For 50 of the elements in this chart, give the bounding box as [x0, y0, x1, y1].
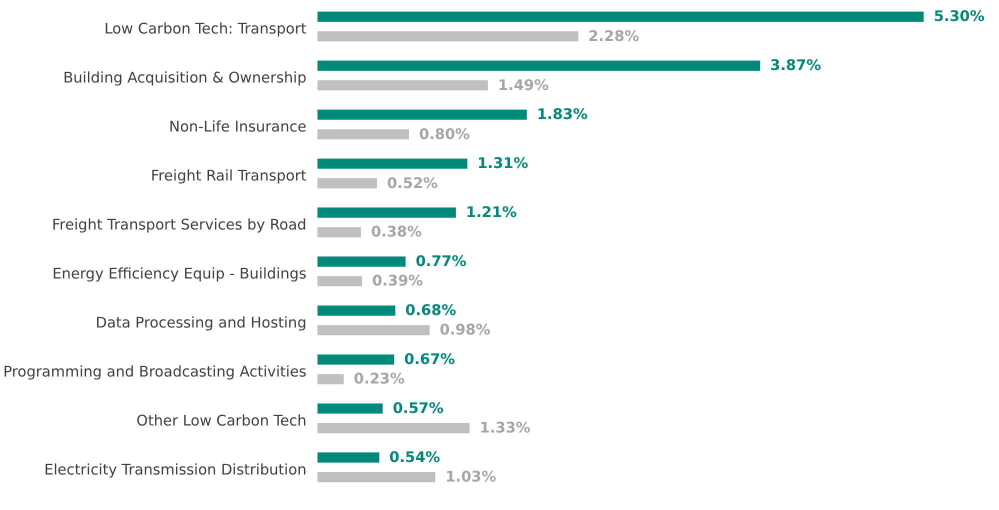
data-label: 1.31% — [477, 155, 528, 172]
y-tick-label: Energy Efficiency Equip - Buildings — [52, 265, 307, 282]
bar — [318, 354, 394, 365]
bar — [318, 306, 396, 316]
data-label: 1.49% — [498, 76, 550, 94]
data-label: 0.77% — [416, 253, 467, 270]
y-tick-label: Data Processing and Hosting — [96, 314, 307, 332]
bar — [318, 256, 406, 267]
bar — [318, 208, 456, 218]
y-tick-label: Non-Life Insurance — [169, 118, 307, 136]
data-label: 1.21% — [466, 204, 518, 222]
y-tick-label: Electricity Transmission Distribution — [44, 461, 307, 478]
y-tick-label: Freight Transport Services by Road — [52, 216, 307, 234]
bar — [318, 325, 430, 336]
bar — [318, 110, 527, 120]
data-label: 2.28% — [588, 28, 640, 45]
data-label: 0.80% — [419, 126, 470, 143]
y-tick-label: Programming and Broadcasting Activities — [3, 363, 307, 380]
bar — [318, 423, 470, 434]
data-label: 0.68% — [405, 302, 456, 320]
data-label: 0.67% — [404, 351, 456, 368]
bar — [318, 403, 383, 414]
bar — [318, 227, 361, 238]
bar — [318, 276, 362, 286]
bar — [318, 80, 488, 90]
data-label: 1.33% — [480, 420, 531, 437]
data-label: 0.38% — [370, 224, 422, 241]
bar — [318, 129, 410, 140]
bar — [318, 158, 468, 169]
bar — [318, 12, 924, 22]
data-label: 1.83% — [536, 106, 588, 124]
y-tick-label: Freight Rail Transport — [150, 167, 307, 184]
y-tick-label: Low Carbon Tech: Transport — [104, 20, 307, 38]
data-label: 0.54% — [389, 449, 440, 466]
bar — [318, 31, 578, 42]
data-label: 0.52% — [386, 174, 438, 192]
data-label: 5.30% — [934, 8, 985, 26]
data-label: 0.23% — [354, 370, 405, 388]
bar — [318, 374, 344, 384]
data-label: 1.03% — [445, 468, 496, 486]
bar — [318, 178, 377, 188]
data-label: 0.98% — [440, 322, 491, 339]
y-tick-label: Other Low Carbon Tech — [136, 412, 306, 430]
bar — [318, 452, 380, 463]
bar — [318, 60, 760, 71]
data-label: 3.87% — [770, 57, 822, 74]
data-label: 0.57% — [392, 400, 444, 418]
data-label: 0.39% — [372, 272, 424, 290]
bar — [318, 472, 436, 482]
y-tick-label: Building Acquisition & Ownership — [63, 69, 307, 86]
